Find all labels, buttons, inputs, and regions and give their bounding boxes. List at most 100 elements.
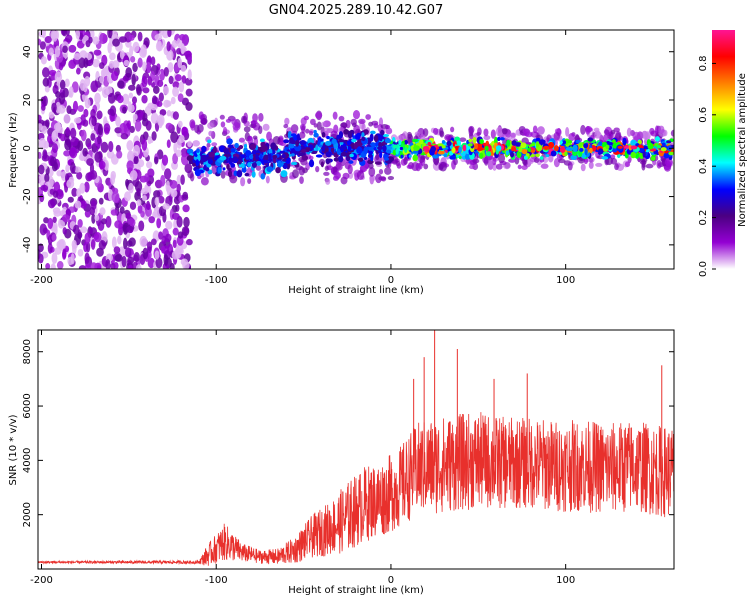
heatmap-cell	[173, 141, 178, 154]
heatmap-cell	[368, 153, 373, 158]
heatmap-cell	[142, 61, 147, 72]
heatmap-cell	[76, 171, 83, 180]
heatmap-cell	[392, 149, 397, 156]
heatmap-cell	[105, 85, 113, 96]
heatmap-cell	[147, 76, 153, 86]
heatmap-cell	[523, 155, 528, 160]
heatmap-cell	[87, 142, 92, 150]
heatmap-cell	[325, 177, 331, 185]
heatmap-cell	[201, 145, 207, 153]
heatmap-cell	[154, 156, 159, 165]
heatmap-cell	[65, 34, 73, 43]
heatmap-cell	[150, 112, 159, 124]
heatmap-cell	[499, 137, 505, 141]
heatmap-cell	[472, 158, 480, 164]
heatmap-cell	[180, 64, 187, 73]
heatmap-cell	[374, 161, 382, 165]
heatmap-cell	[406, 164, 412, 169]
heatmap-cell	[39, 41, 46, 50]
heatmap-cell	[387, 145, 393, 151]
heatmap-cell	[177, 231, 184, 239]
heatmap-cell	[550, 150, 557, 157]
heatmap-cell	[251, 171, 256, 178]
heatmap-cell	[236, 170, 243, 178]
heatmap-cell	[223, 147, 229, 154]
heatmap-cell	[76, 67, 81, 75]
heatmap-cell	[179, 33, 186, 41]
heatmap-cell	[59, 79, 66, 90]
heatmap-cell	[124, 191, 131, 202]
spectrogram-x-axis-label: Height of straight line (km)	[288, 285, 424, 296]
heatmap-cell	[134, 180, 143, 193]
heatmap-cell	[122, 224, 129, 235]
heatmap-cell	[174, 74, 182, 82]
heatmap-cell	[439, 161, 447, 172]
heatmap-cell	[171, 39, 178, 48]
heatmap-cell	[506, 139, 511, 147]
heatmap-cell	[57, 104, 66, 114]
heatmap-cell	[266, 166, 274, 173]
heatmap-cell	[644, 131, 651, 140]
heatmap-cell	[238, 137, 245, 143]
snr-x-ticks: -200 -100 0 100	[30, 330, 575, 586]
heatmap-cell	[211, 142, 218, 147]
heatmap-cell	[226, 153, 231, 157]
heatmap-cell	[69, 161, 76, 174]
heatmap-cell	[185, 102, 193, 111]
heatmap-cell	[670, 129, 674, 137]
heatmap-cell	[558, 158, 566, 164]
heatmap-cell	[217, 166, 222, 174]
heatmap-cell	[230, 147, 236, 153]
heatmap-cell	[350, 118, 357, 126]
heatmap-cell	[171, 212, 180, 220]
heatmap-cell	[175, 149, 182, 158]
heatmap-cell	[77, 105, 84, 113]
heatmap-cell	[323, 171, 330, 176]
heatmap-cell	[430, 145, 437, 153]
heatmap-cell	[630, 151, 637, 159]
heatmap-cell	[304, 128, 310, 134]
heatmap-cell	[77, 248, 84, 257]
heatmap-cell	[575, 139, 581, 144]
heatmap-cell	[182, 191, 188, 199]
heatmap-cell	[139, 48, 147, 58]
heatmap-cell	[181, 153, 189, 166]
heatmap-cell	[167, 62, 174, 73]
heatmap-cell	[109, 105, 117, 117]
heatmap-cell	[38, 38, 42, 46]
heatmap-cell	[73, 166, 82, 173]
heatmap-cell	[122, 93, 130, 105]
heatmap-cell	[120, 133, 129, 140]
heatmap-cell	[368, 150, 374, 155]
heatmap-cell	[139, 235, 148, 247]
heatmap-cell	[172, 227, 179, 236]
heatmap-cell	[347, 164, 353, 175]
heatmap-cell	[446, 140, 452, 147]
heatmap-cell	[382, 134, 390, 138]
heatmap-cell	[384, 138, 391, 144]
heatmap-cell	[495, 145, 502, 151]
heatmap-cell	[113, 261, 119, 269]
heatmap-cell	[356, 170, 365, 181]
heatmap-cell	[196, 148, 200, 153]
heatmap-cell	[135, 264, 142, 269]
heatmap-cell	[98, 160, 106, 170]
heatmap-cell	[603, 134, 609, 143]
heatmap-cell	[192, 140, 200, 147]
heatmap-cell	[220, 121, 226, 128]
heatmap-cell	[282, 158, 287, 162]
heatmap-cell	[180, 174, 185, 185]
heatmap-cell	[624, 161, 631, 168]
heatmap-cell	[392, 144, 398, 149]
colorbar-tick-label: 0.2	[698, 210, 709, 226]
heatmap-cell	[318, 144, 323, 148]
heatmap-cell	[47, 242, 53, 254]
heatmap-cell	[499, 160, 507, 166]
heatmap-cell	[485, 151, 492, 157]
heatmap-cell	[128, 92, 134, 99]
heatmap-cell	[420, 155, 426, 160]
heatmap-cell	[423, 163, 429, 170]
heatmap-cell	[74, 200, 82, 209]
